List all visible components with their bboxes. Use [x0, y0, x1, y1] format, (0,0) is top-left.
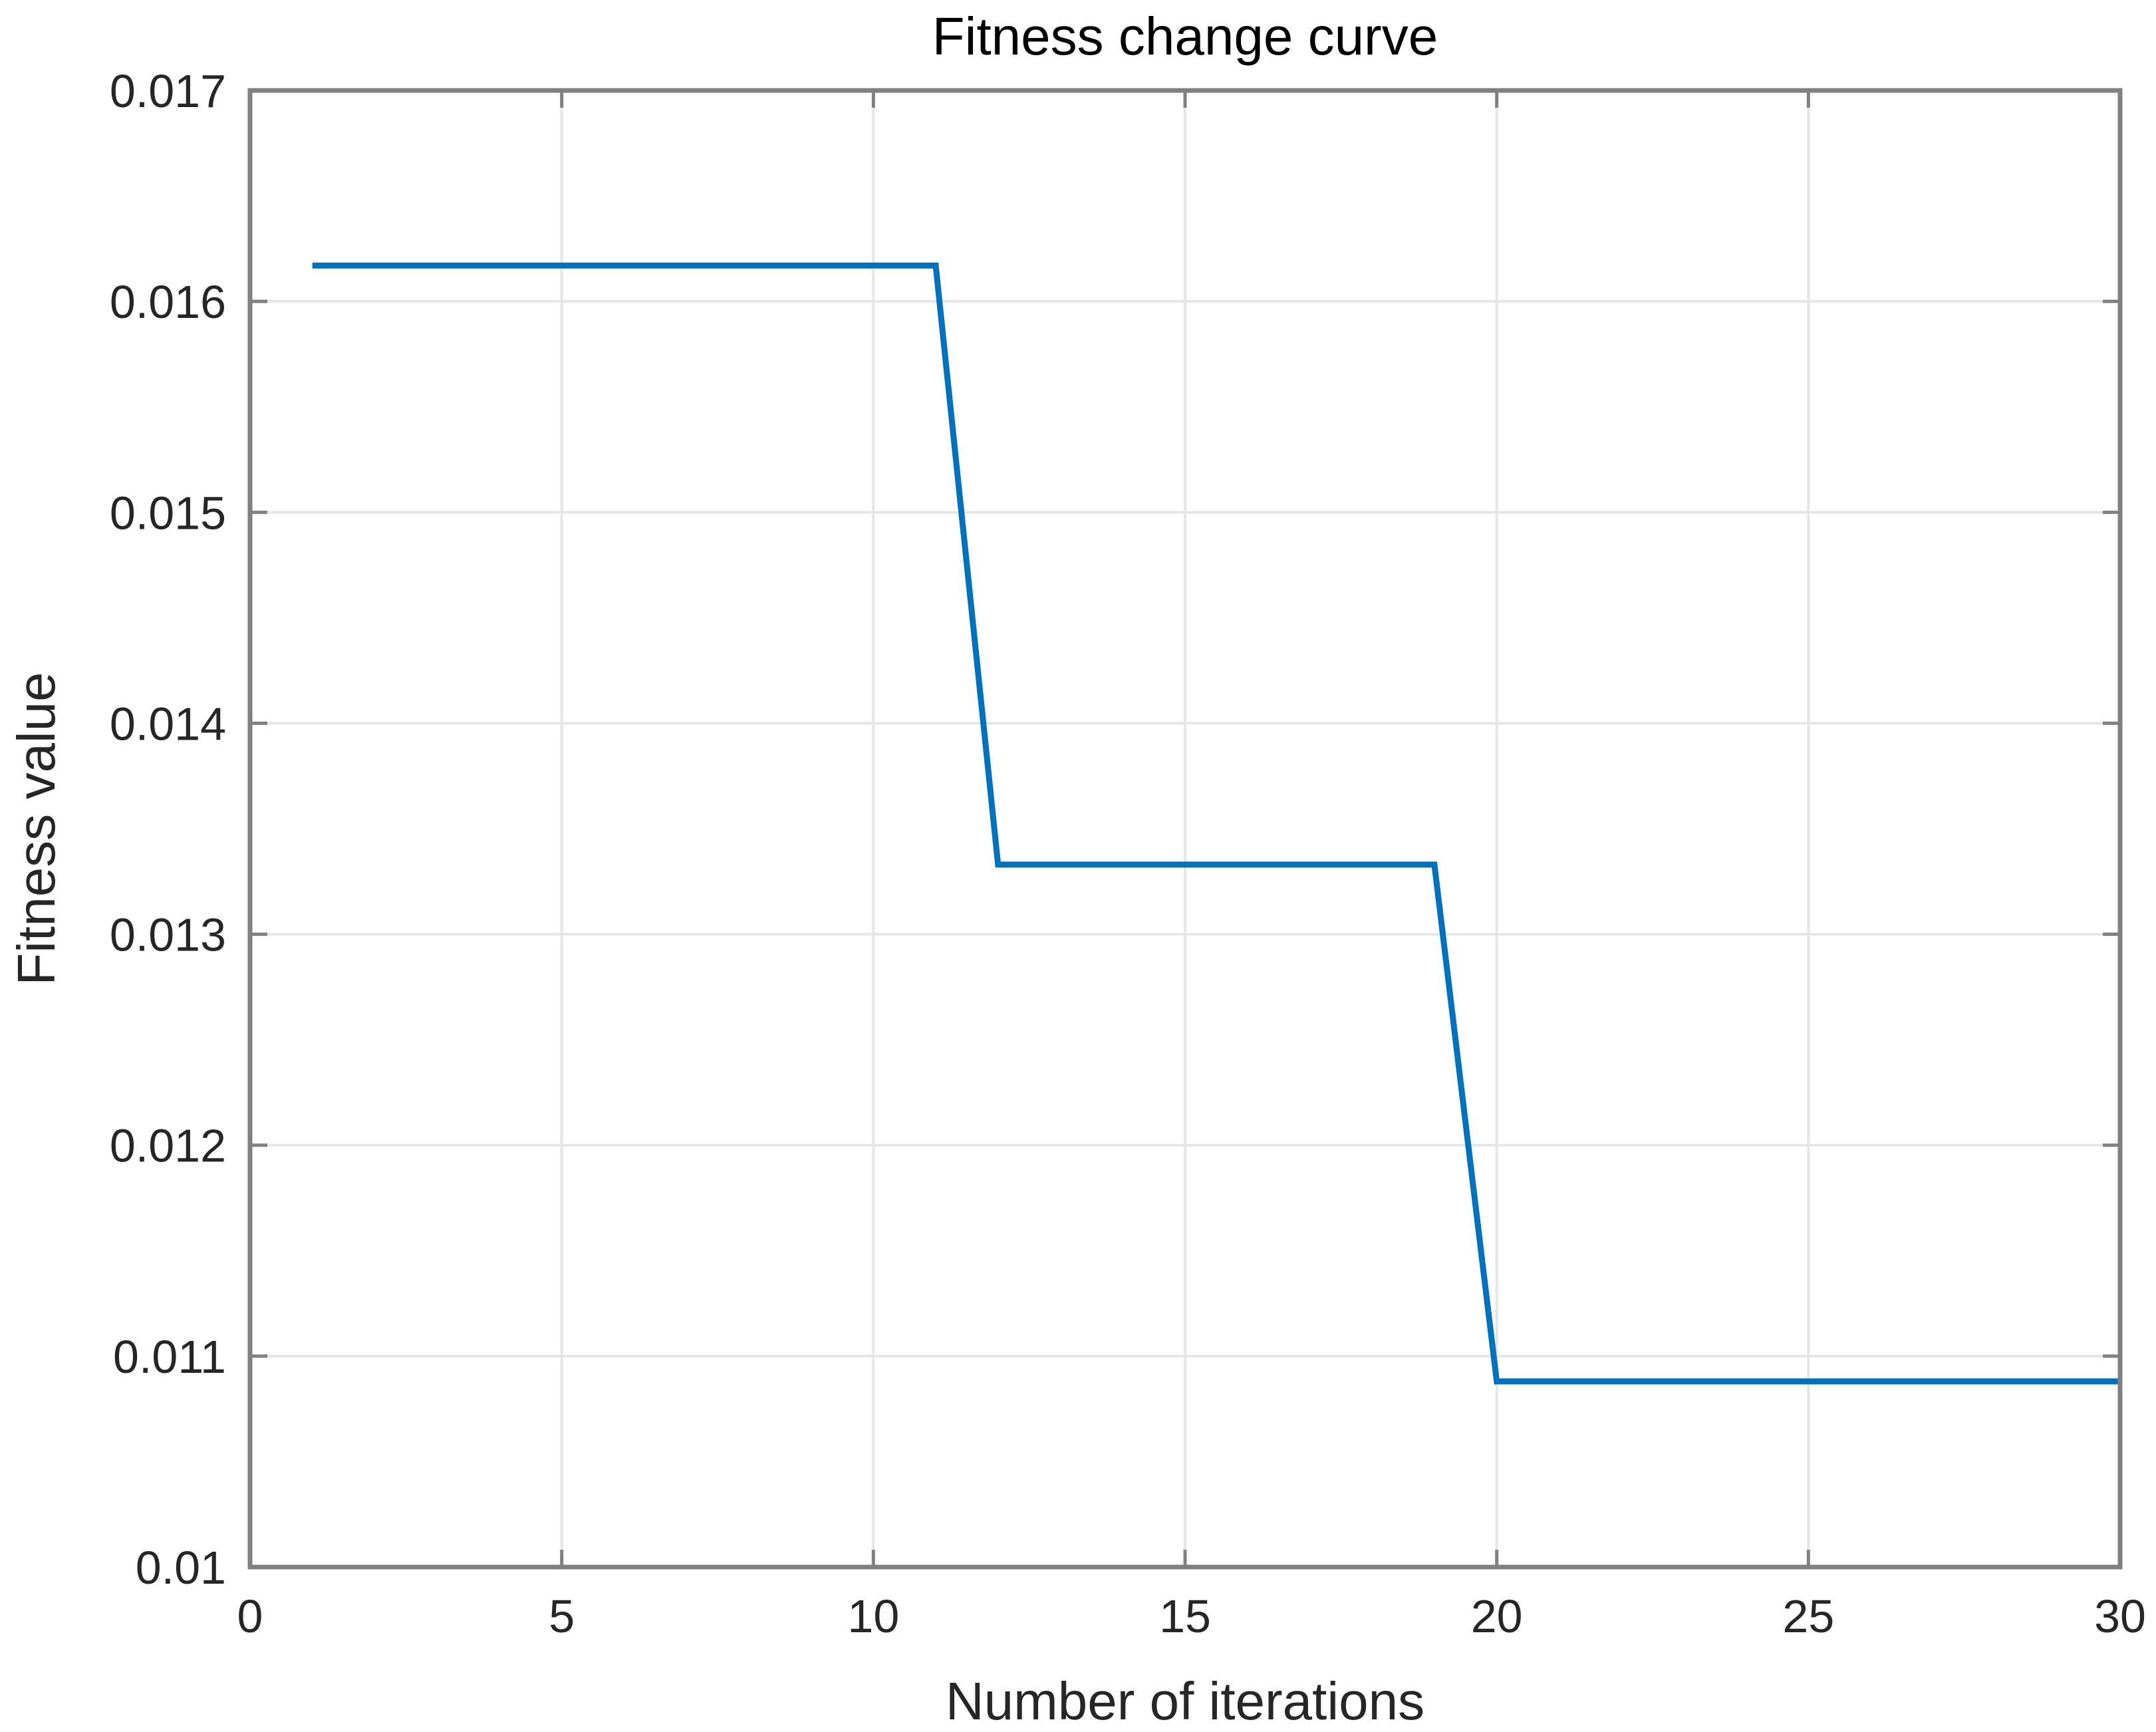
x-tick-label: 20 — [1471, 1590, 1523, 1642]
x-tick-label: 5 — [549, 1590, 575, 1642]
y-tick-label: 0.017 — [110, 65, 226, 117]
x-tick-label: 15 — [1159, 1590, 1211, 1642]
grid-lines — [250, 90, 2120, 1567]
y-axis-label: Fitness value — [7, 672, 66, 985]
axes — [247, 88, 2123, 1570]
y-tick-label: 0.01 — [136, 1542, 226, 1594]
x-tick-label: 0 — [237, 1590, 263, 1642]
x-tick-label: 25 — [1782, 1590, 1834, 1642]
series-layer — [312, 262, 2120, 1385]
series-line — [312, 262, 2120, 1385]
y-tick-label: 0.015 — [110, 487, 226, 539]
y-tick-label: 0.013 — [110, 909, 226, 961]
tick-labels: 0 5 10 15 20 25 30 0.01 0.011 0.012 0.013 0.014 0.01… — [110, 65, 2146, 1642]
x-tick-label: 30 — [2094, 1590, 2146, 1642]
y-tick-label: 0.016 — [110, 276, 226, 328]
x-tick-label: 10 — [847, 1590, 899, 1642]
y-tick-label: 0.014 — [110, 698, 226, 750]
y-tick-label: 0.011 — [113, 1331, 226, 1383]
x-axis-label: Number of iterations — [946, 1671, 1424, 1731]
chart-title: Fitness change curve — [932, 7, 1438, 66]
y-tick-label: 0.012 — [110, 1120, 226, 1172]
plot-frame — [247, 88, 2123, 1570]
